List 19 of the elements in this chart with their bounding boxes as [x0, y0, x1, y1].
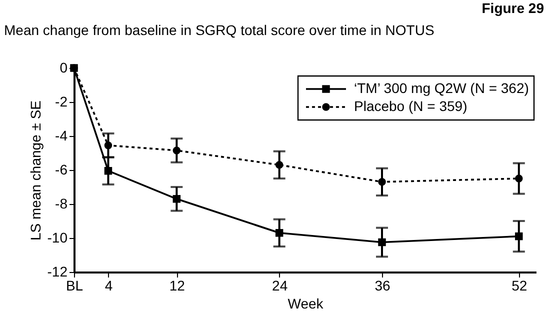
y-tick-label: -10: [47, 230, 68, 246]
chart-title: Mean change from baseline in SGRQ total score over time in NOTUS: [4, 22, 434, 38]
y-tick-label: -2: [55, 94, 68, 110]
x-tick-label: BL: [66, 278, 84, 294]
y-tick-label: -4: [55, 128, 68, 144]
legend-label: ‘TM’ 300 mg Q2W (N = 362): [354, 80, 529, 96]
legend-label: Placebo (N = 359): [354, 98, 468, 114]
y-tick-label: -12: [47, 264, 68, 280]
x-tick-label: 4: [104, 278, 113, 294]
y-tick-label: 0: [60, 60, 68, 76]
y-tick-label: -6: [55, 162, 68, 178]
x-tick-label: 52: [512, 278, 528, 294]
x-tick-label: 24: [272, 278, 288, 294]
y-axis-title: LS mean change ± SE: [27, 100, 44, 240]
x-tick-label: 36: [374, 278, 390, 294]
caption: Figure 29: [482, 0, 544, 16]
x-axis-title: Week: [288, 296, 324, 312]
x-tick-label: 12: [169, 278, 186, 294]
y-tick-label: -8: [55, 196, 68, 212]
